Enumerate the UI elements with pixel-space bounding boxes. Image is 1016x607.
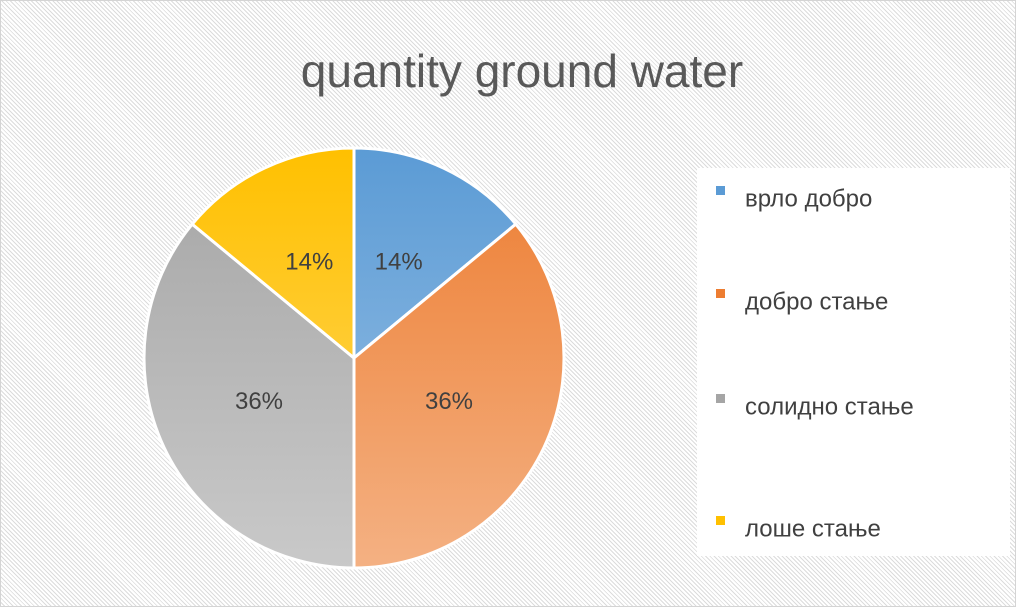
data-label: 14% [285,248,333,275]
pie-slice [142,222,356,570]
legend-label: солидно стање [745,393,914,420]
data-label: 36% [425,388,473,415]
legend-label: добро стање [745,288,888,315]
pie-slice [190,146,356,362]
legend-marker [716,516,725,525]
data-label: 14% [375,248,423,275]
legend-marker [716,289,725,298]
legend-marker [716,186,725,195]
legend-label: врло добро [745,185,872,212]
legend-marker [716,394,725,403]
pie-slice [352,222,566,570]
legend-label: лоше стање [745,515,881,542]
chart-title: quantity ground water [301,45,743,97]
pie-slice [352,146,518,362]
legend-box [697,168,1010,556]
data-label: 36% [235,388,283,415]
